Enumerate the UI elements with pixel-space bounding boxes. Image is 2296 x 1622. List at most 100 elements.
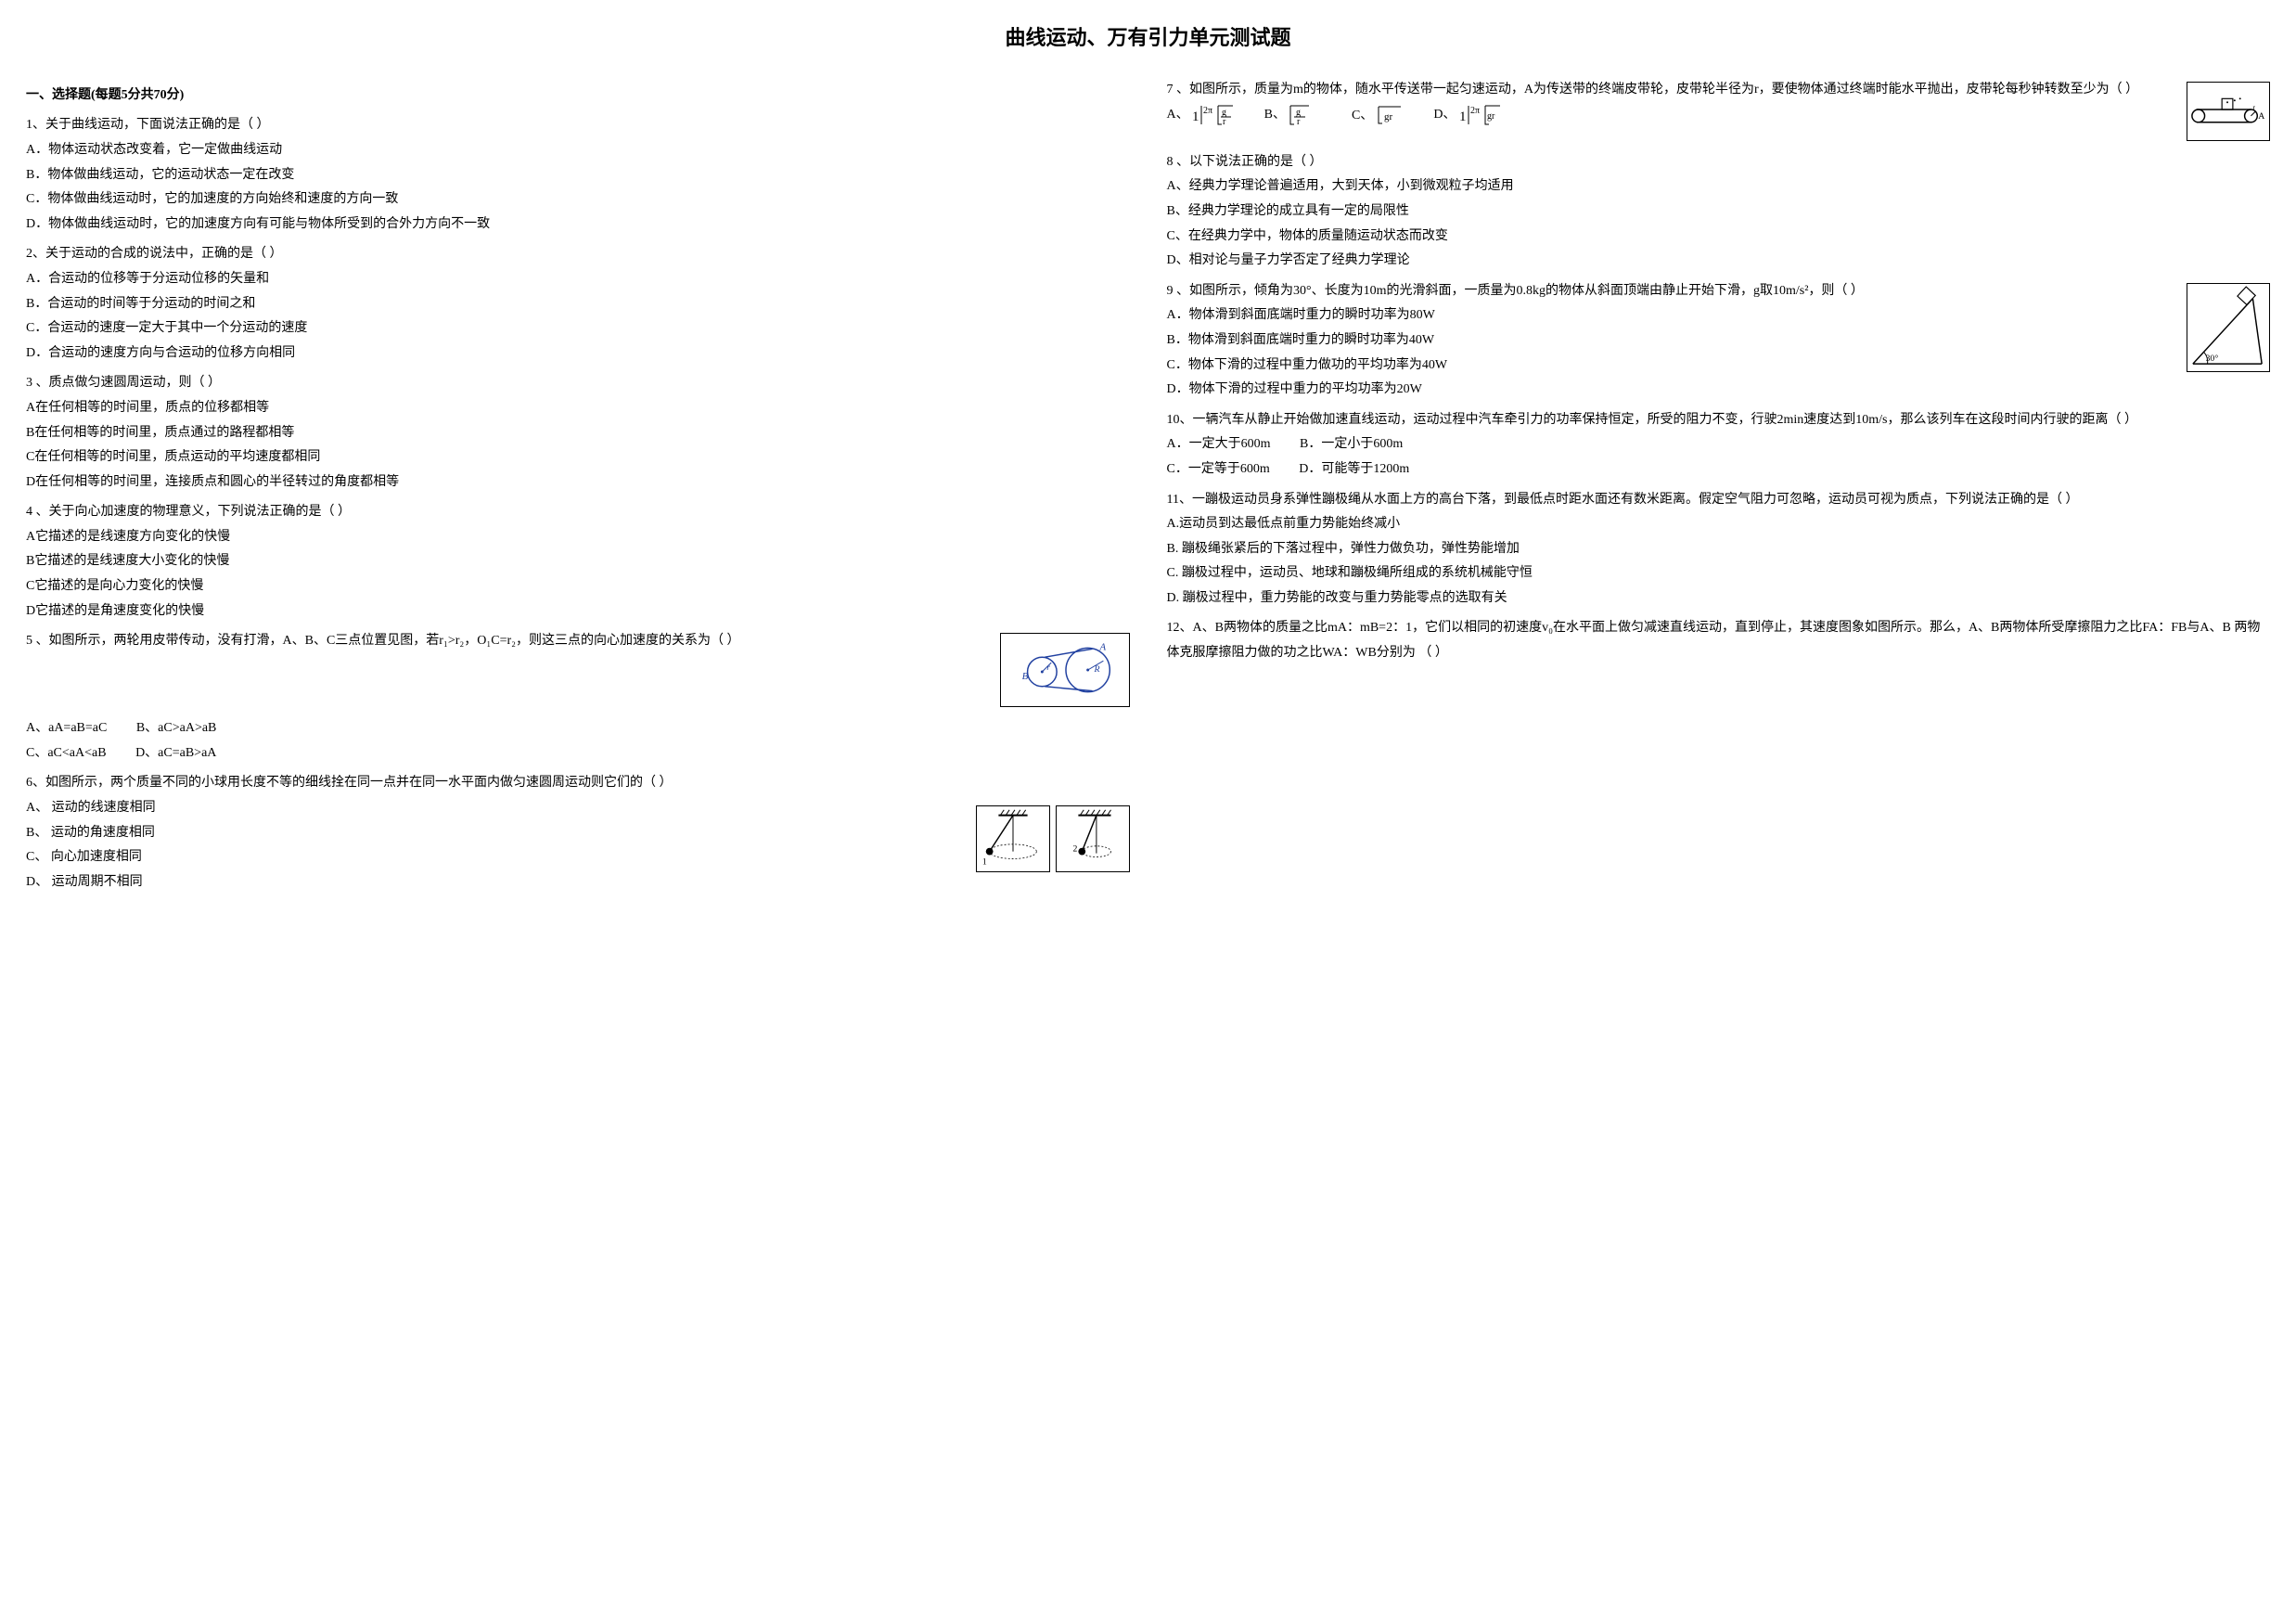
q9-opt-b: B．物体滑到斜面底端时重力的瞬时功率为40W [1167, 328, 2271, 354]
q2-opt-b: B．合运动的时间等于分运动的时间之和 [26, 292, 1130, 317]
q1-opt-b: B．物体做曲线运动，它的运动状态一定在改变 [26, 163, 1130, 188]
q1-opt-c: C．物体做曲线运动时，它的加速度的方向始终和速度的方向一致 [26, 187, 1130, 212]
q2-stem: 2、关于运动的合成的说法中，正确的是（ ） [26, 242, 1130, 267]
question-2: 2、关于运动的合成的说法中，正确的是（ ） A．合运动的位移等于分运动位移的矢量… [26, 242, 1130, 366]
svg-text:A: A [1098, 642, 1106, 653]
q12-stem: 12、A、B两物体的质量之比mA：mB=2：1，它们以相同的初速度v₀在水平面上… [1167, 616, 2271, 665]
q4-opt-a: A它描述的是线速度方向变化的快慢 [26, 525, 1130, 550]
svg-text:gr: gr [1487, 111, 1495, 122]
q8-stem: 8 、以下说法正确的是（ ） [1167, 150, 2271, 175]
svg-text:1: 1 [1459, 109, 1467, 124]
q11-opt-b: B. 蹦极绳张紧后的下落过程中，弹性力做负功，弹性势能增加 [1167, 537, 2271, 562]
q6-opt-c: C、 向心加速度相同 [26, 845, 967, 870]
q11-opt-d: D. 蹦极过程中，重力势能的改变与重力势能零点的选取有关 [1167, 586, 2271, 611]
svg-text:B: B [1021, 671, 1028, 682]
q4-opt-b: B它描述的是线速度大小变化的快慢 [26, 549, 1130, 574]
q2-opt-c: C．合运动的速度一定大于其中一个分运动的速度 [26, 316, 1130, 341]
svg-text:2π: 2π [1203, 106, 1212, 116]
q6-opt-d: D、 运动周期不相同 [26, 870, 967, 895]
formula-c-icon: gr [1377, 105, 1405, 125]
svg-text:R: R [1093, 664, 1099, 675]
q1-stem: 1、关于曲线运动，下面说法正确的是（ ） [26, 113, 1130, 138]
section1-title: 一、选择题(每题5分共70分) [26, 84, 1130, 109]
svg-text:r: r [1223, 117, 1226, 127]
q1-opt-d: D．物体做曲线运动时，它的加速度方向有可能与物体所受到的合外力方向不一致 [26, 212, 1130, 238]
left-column: 一、选择题(每题5分共70分) 1、关于曲线运动，下面说法正确的是（ ） A．物… [26, 78, 1130, 901]
question-10: 10、一辆汽车从静止开始做加速直线运动，运动过程中汽车牵引力的功率保持恒定，所受… [1167, 408, 2271, 483]
q10-opt-b: B．一定小于600m [1300, 432, 1403, 457]
q6-figures: 1 2 [976, 802, 1130, 876]
question-7: 7 、如图所示，质量为m的物体，随水平传送带一起匀速运动，A为传送带的终端皮带轮… [1167, 78, 2271, 145]
q8-opt-b: B、经典力学理论的成立具有一定的局限性 [1167, 200, 2271, 225]
conical-pendulum-1-icon: 1 [977, 805, 1049, 872]
svg-text:r: r [1046, 663, 1050, 673]
q7-opt-d: D、 1 2π gr [1433, 102, 1502, 128]
svg-text:r: r [1297, 117, 1301, 127]
q6-stem: 6、如图所示，两个质量不同的小球用长度不等的细线拴在同一点并在同一水平面内做匀速… [26, 771, 1130, 796]
svg-text:30°: 30° [2206, 354, 2219, 364]
q2-opt-a: A．合运动的位移等于分运动位移的矢量和 [26, 267, 1130, 292]
q5-options: A、aA=aB=aC B、aC>aA>aB C、aC<aA<aB D、aC=aB… [26, 716, 1130, 766]
q4-opt-c: C它描述的是向心力变化的快慢 [26, 574, 1130, 599]
q6-opt-a: A、 运动的线速度相同 [26, 796, 967, 821]
q10-opt-a: A．一定大于600m [1167, 432, 1271, 457]
q10-opt-d: D．可能等于1200m [1299, 457, 1409, 483]
question-3: 3 、质点做匀速圆周运动，则（ ） A在任何相等的时间里，质点的位移都相等 B在… [26, 371, 1130, 495]
q1-opt-a: A．物体运动状态改变着，它一定做曲线运动 [26, 138, 1130, 163]
svg-text:2π: 2π [1470, 106, 1480, 116]
page-title: 曲线运动、万有引力单元测试题 [26, 19, 2270, 58]
q7-opt-c: C、 gr [1352, 104, 1405, 129]
q7-stem: 7 、如图所示，质量为m的物体，随水平传送带一起匀速运动，A为传送带的终端皮带轮… [1167, 78, 2182, 103]
svg-text:A: A [2258, 111, 2264, 122]
q5-figure: B A r R [1000, 633, 1130, 707]
formula-b-icon: g r [1289, 102, 1322, 128]
q8-opt-a: A、经典力学理论普遍适用，大到天体，小到微观粒子均适用 [1167, 174, 2271, 200]
conveyor-icon: A r [2187, 82, 2269, 141]
formula-a-icon: 1 2π g r [1192, 102, 1235, 128]
q3-opt-a: A在任何相等的时间里，质点的位移都相等 [26, 396, 1130, 421]
q7-opt-a: A、 1 2π g r [1167, 102, 1236, 128]
svg-text:r: r [2252, 103, 2255, 111]
q8-opt-d: D、相对论与量子力学否定了经典力学理论 [1167, 249, 2271, 274]
formula-d-icon: 1 2π gr [1459, 102, 1502, 128]
q9-opt-a: A．物体滑到斜面底端时重力的瞬时功率为80W [1167, 303, 2271, 328]
q3-opt-c: C在任何相等的时间里，质点运动的平均速度都相同 [26, 445, 1130, 470]
q4-stem: 4 、关于向心加速度的物理意义，下列说法正确的是（ ） [26, 500, 1130, 525]
q5-stem: 5 、如图所示，两轮用皮带传动，没有打滑，A、B、C三点位置见图，若r₁>r₂，… [26, 629, 993, 654]
svg-text:gr: gr [1384, 111, 1393, 122]
question-8: 8 、以下说法正确的是（ ） A、经典力学理论普遍适用，大到天体，小到微观粒子均… [1167, 150, 2271, 274]
right-column: 7 、如图所示，质量为m的物体，随水平传送带一起匀速运动，A为传送带的终端皮带轮… [1167, 78, 2271, 901]
question-12: 12、A、B两物体的质量之比mA：mB=2：1，它们以相同的初速度v₀在水平面上… [1167, 616, 2271, 665]
q7-figure: A r [2187, 82, 2270, 141]
q3-opt-b: B在任何相等的时间里，质点通过的路程都相等 [26, 421, 1130, 446]
q6-opt-b: B、 运动的角速度相同 [26, 821, 967, 846]
svg-text:1: 1 [1192, 109, 1199, 124]
content-columns: 一、选择题(每题5分共70分) 1、关于曲线运动，下面说法正确的是（ ） A．物… [26, 78, 2270, 901]
q5-opt-a: A、aA=aB=aC [26, 716, 107, 741]
question-4: 4 、关于向心加速度的物理意义，下列说法正确的是（ ） A它描述的是线速度方向变… [26, 500, 1130, 624]
conical-pendulum-2-icon: 2 [1057, 805, 1129, 872]
q5-opt-d: D、aC=aB>aA [135, 741, 216, 766]
q11-stem: 11、一蹦极运动员身系弹性蹦极绳从水面上方的高台下落，到最低点时距水面还有数米距… [1167, 488, 2271, 513]
question-11: 11、一蹦极运动员身系弹性蹦极绳从水面上方的高台下落，到最低点时距水面还有数米距… [1167, 488, 2271, 611]
pulley-diagram-icon: B A r R [1001, 633, 1129, 707]
q10-opt-c: C．一定等于600m [1167, 457, 1270, 483]
incline-icon: 30° [2187, 283, 2269, 372]
q11-opt-a: A.运动员到达最低点前重力势能始终减小 [1167, 512, 2271, 537]
q11-opt-c: C. 蹦极过程中，运动员、地球和蹦极绳所组成的系统机械能守恒 [1167, 561, 2271, 586]
q5-opt-b: B、aC>aA>aB [136, 716, 217, 741]
q9-opt-c: C．物体下滑的过程中重力做功的平均功率为40W [1167, 354, 2271, 379]
q3-stem: 3 、质点做匀速圆周运动，则（ ） [26, 371, 1130, 396]
svg-text:1: 1 [981, 856, 986, 867]
svg-text:2: 2 [1072, 844, 1077, 855]
q7-opt-b: B、 g r [1264, 102, 1323, 128]
question-9: 30° 9 、如图所示，倾角为30°、长度为10m的光滑斜面，一质量为0.8kg… [1167, 279, 2271, 403]
q9-figure: 30° [2187, 283, 2270, 372]
q3-opt-d: D在任何相等的时间里，连接质点和圆心的半径转过的角度都相等 [26, 470, 1130, 496]
question-6: 6、如图所示，两个质量不同的小球用长度不等的细线拴在同一点并在同一水平面内做匀速… [26, 771, 1130, 895]
q4-opt-d: D它描述的是角速度变化的快慢 [26, 599, 1130, 624]
q9-opt-d: D．物体下滑的过程中重力的平均功率为20W [1167, 378, 2271, 403]
question-5: 5 、如图所示，两轮用皮带传动，没有打滑，A、B、C三点位置见图，若r₁>r₂，… [26, 629, 1130, 711]
q2-opt-d: D．合运动的速度方向与合运动的位移方向相同 [26, 341, 1130, 367]
q10-stem: 10、一辆汽车从静止开始做加速直线运动，运动过程中汽车牵引力的功率保持恒定，所受… [1167, 408, 2271, 433]
